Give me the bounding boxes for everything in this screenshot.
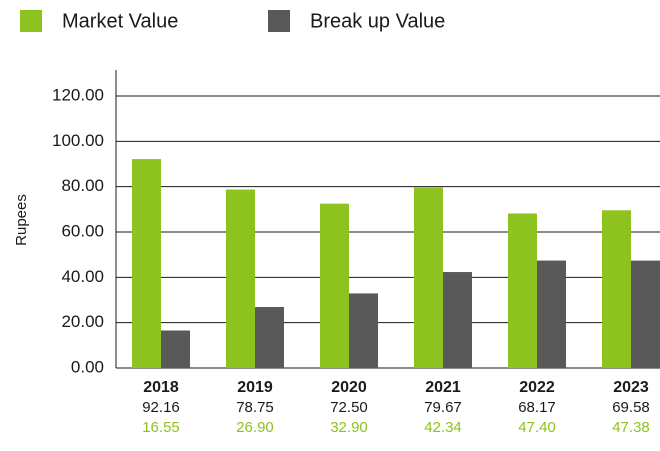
y-axis-label: Rupees <box>13 194 30 246</box>
value-label: 68.17 <box>518 399 556 416</box>
y-tick-label: 60.00 <box>61 221 104 240</box>
bar <box>132 159 161 368</box>
bar <box>255 307 284 368</box>
bar <box>537 260 566 368</box>
y-tick-label: 80.00 <box>61 176 104 195</box>
legend-label: Market Value <box>62 10 178 32</box>
value-label: 42.34 <box>424 419 462 436</box>
y-tick-label: 100.00 <box>52 131 104 150</box>
value-label: 72.50 <box>330 399 368 416</box>
category-label: 2019 <box>237 379 273 396</box>
bar <box>161 330 190 368</box>
bar <box>631 260 660 368</box>
value-label: 26.90 <box>236 419 274 436</box>
value-label: 69.58 <box>612 399 650 416</box>
legend-swatch <box>268 10 290 32</box>
legend-swatch <box>20 10 42 32</box>
bar <box>443 272 472 368</box>
bar <box>508 213 537 368</box>
y-tick-label: 120.00 <box>52 85 104 104</box>
y-tick-label: 40.00 <box>61 267 104 286</box>
value-label: 16.55 <box>142 419 180 436</box>
value-label: 79.67 <box>424 399 462 416</box>
bar <box>320 203 349 368</box>
y-tick-label: 20.00 <box>61 312 104 331</box>
value-label: 32.90 <box>330 419 368 436</box>
category-label: 2023 <box>613 379 649 396</box>
bar <box>226 189 255 368</box>
bar <box>349 293 378 368</box>
category-label: 2022 <box>519 379 555 396</box>
legend-label: Break up Value <box>310 10 445 32</box>
value-label: 47.40 <box>518 419 556 436</box>
category-label: 2018 <box>143 379 179 396</box>
category-label: 2021 <box>425 379 461 396</box>
value-label: 78.75 <box>236 399 274 416</box>
bar <box>602 210 631 368</box>
y-tick-label: 0.00 <box>71 357 104 376</box>
category-label: 2020 <box>331 379 367 396</box>
value-label: 92.16 <box>142 399 180 416</box>
value-label: 47.38 <box>612 419 650 436</box>
bar <box>414 187 443 368</box>
